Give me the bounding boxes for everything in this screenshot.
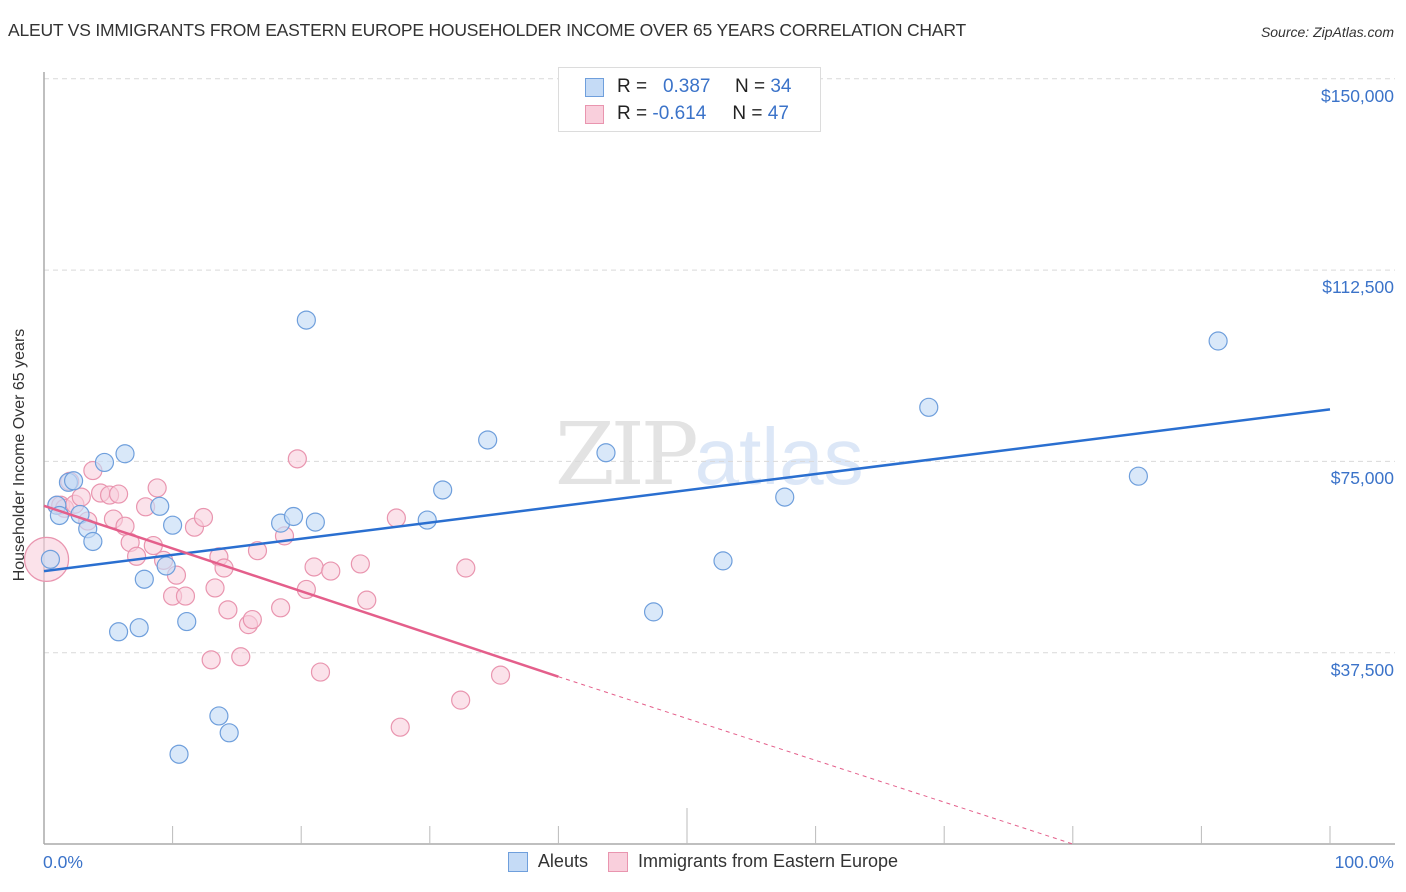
y-tick-37500: $37,500	[1330, 660, 1394, 680]
data-point	[357, 590, 377, 610]
watermark: ZIPatlas	[555, 405, 864, 505]
data-point	[713, 551, 733, 571]
data-point	[175, 586, 196, 606]
data-point	[49, 505, 70, 526]
data-point	[283, 506, 304, 527]
data-point	[390, 717, 410, 737]
r-label: R =	[617, 76, 648, 97]
data-point	[478, 430, 498, 450]
data-point	[456, 558, 476, 578]
y-tick-150000: $150,000	[1321, 86, 1394, 106]
legend-label-aleuts: Aleuts	[537, 851, 588, 871]
r-label: R =	[617, 103, 648, 124]
data-point	[433, 480, 453, 500]
data-point	[126, 546, 147, 566]
blue-swatch-icon	[507, 851, 528, 872]
x-tick-100: 100.0%	[1334, 852, 1394, 872]
n-label: N =	[734, 76, 766, 97]
y-tick-112500: $112,500	[1322, 277, 1394, 297]
data-point	[271, 598, 291, 618]
x-tick-0: 0.0%	[43, 852, 83, 872]
trend-lines	[43, 408, 1331, 845]
blue-swatch-icon	[585, 77, 604, 97]
r-value: -0.614	[652, 103, 707, 124]
pink-swatch-icon	[607, 851, 628, 872]
data-point	[193, 507, 214, 528]
data-point	[247, 541, 268, 561]
data-point	[643, 602, 664, 622]
data-point	[147, 478, 167, 498]
data-point	[242, 609, 262, 630]
chart-title: ALEUT VS IMMIGRANTS FROM EASTERN EUROPE …	[8, 20, 966, 40]
data-point	[94, 452, 115, 473]
data-point	[219, 723, 239, 743]
data-point	[134, 569, 154, 589]
data-point	[83, 531, 103, 552]
pink-swatch-icon	[585, 104, 604, 124]
data-point	[350, 554, 370, 574]
data-point	[919, 397, 939, 417]
watermark-zip: ZIP	[555, 405, 699, 505]
data-point	[596, 443, 616, 463]
data-point	[205, 578, 225, 598]
trend-line-immigrants	[43, 504, 559, 678]
data-point	[287, 449, 307, 469]
data-point	[490, 665, 511, 685]
data-point	[775, 487, 795, 507]
data-point	[296, 310, 316, 330]
legend-row-aleuts: R = 0.387 N = 34	[585, 75, 791, 99]
data-point	[417, 510, 437, 530]
data-point	[115, 444, 135, 464]
data-point	[71, 487, 91, 507]
data-point	[1128, 466, 1148, 486]
data-point	[163, 515, 183, 535]
y-axis-label: Householder Income Over 65 years	[11, 328, 28, 582]
data-point	[40, 549, 61, 569]
data-point	[305, 512, 325, 532]
data-point	[177, 611, 197, 632]
data-point	[386, 508, 406, 528]
data-point	[1208, 331, 1228, 351]
data-point	[108, 622, 129, 642]
data-point	[63, 471, 84, 491]
data-point	[321, 561, 341, 581]
data-point	[231, 647, 251, 667]
n-label: N =	[732, 103, 763, 124]
data-point	[304, 557, 324, 577]
stats-legend: R = 0.387 N = 34 R = -0.614 N = 47	[558, 67, 821, 132]
legend-row-immigrants: R = -0.614 N = 47	[585, 102, 789, 126]
trend-line-aleuts	[43, 408, 1331, 573]
axes	[43, 72, 1395, 845]
series-legend: Aleuts Immigrants from Eastern Europe	[0, 851, 1406, 872]
data-point	[150, 496, 170, 516]
data-point	[108, 484, 129, 504]
source-label: Source: ZipAtlas.com	[1260, 24, 1394, 40]
n-value: 34	[770, 76, 792, 97]
data-point	[129, 618, 149, 638]
n-value: 47	[767, 103, 789, 124]
series-aleuts-points	[40, 310, 1228, 764]
legend-item-aleuts[interactable]: Aleuts	[507, 851, 588, 872]
data-point	[310, 662, 331, 682]
data-point	[218, 600, 238, 620]
data-point	[209, 706, 229, 726]
r-value: 0.387	[662, 76, 711, 97]
trend-line-immigrants-extension	[558, 676, 1073, 845]
data-point	[451, 690, 471, 710]
data-point	[201, 650, 221, 670]
y-tick-75000: $75,000	[1330, 468, 1394, 488]
legend-item-immigrants[interactable]: Immigrants from Eastern Europe	[607, 851, 899, 872]
data-point	[169, 744, 189, 764]
legend-label-immigrants: Immigrants from Eastern Europe	[637, 851, 899, 871]
data-point	[156, 556, 176, 576]
